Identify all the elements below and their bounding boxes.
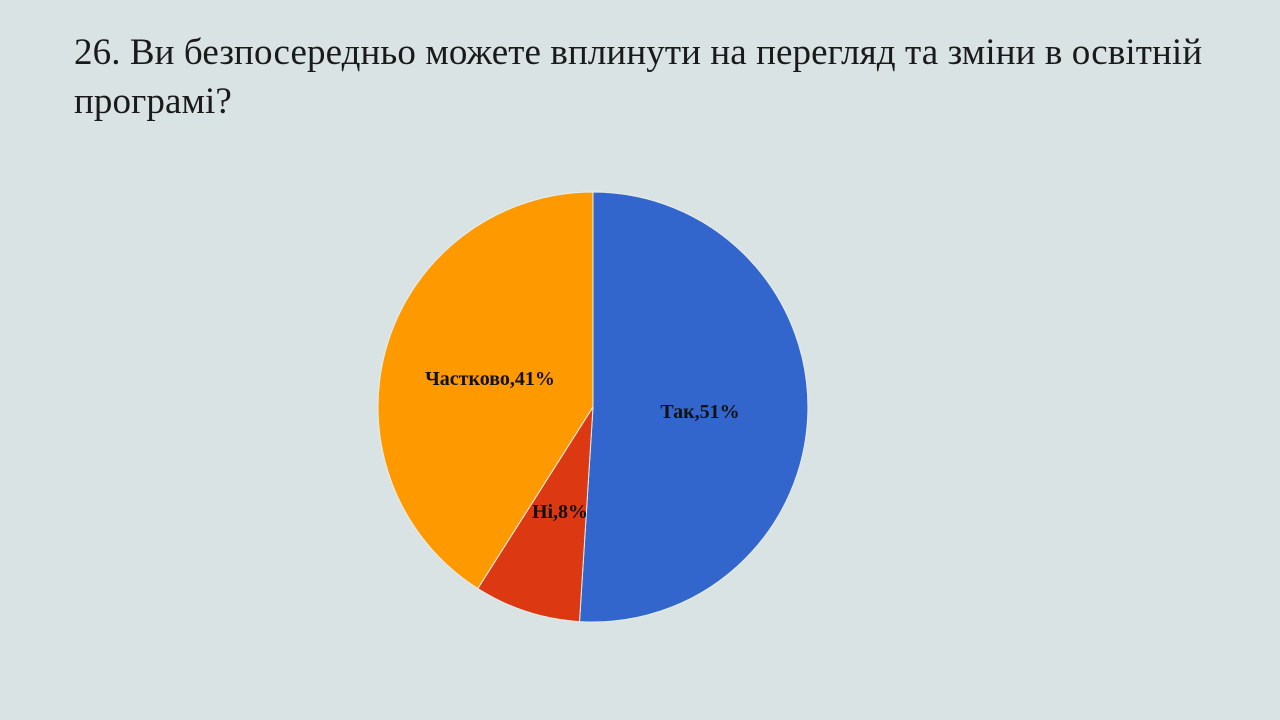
pie-labels: Так,51% Ні,8% Частково,41% [425,368,740,523]
pie-slice-1 [578,191,809,623]
slide-title: 26. Ви безпосередньо можете вплинути на … [74,32,1203,122]
pie-slices [377,191,809,623]
pie-slice-label-1: Так,51% [660,401,739,423]
pie-slice-2 [477,406,594,623]
pie-slice-label-2: Ні,8% [532,501,588,523]
pie-slice-3 [377,191,594,590]
pie-slice-label-3: Частково,41% [425,368,555,390]
